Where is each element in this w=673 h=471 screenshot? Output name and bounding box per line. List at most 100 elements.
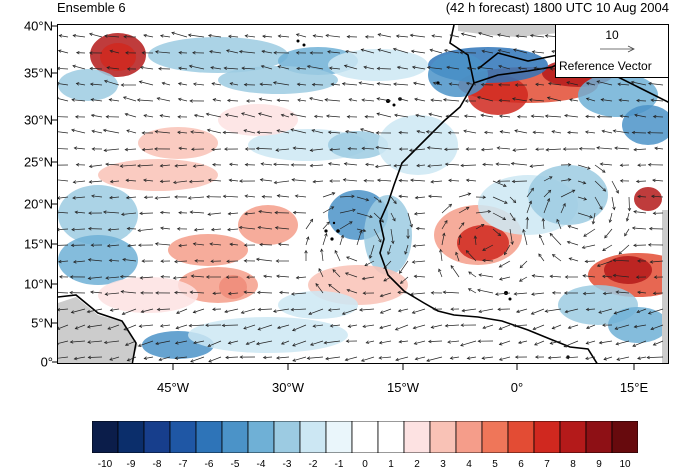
wind-vector-head: [276, 356, 280, 360]
wind-vector: [480, 114, 494, 118]
wind-vector-head: [448, 178, 452, 183]
wind-vector-head: [549, 232, 554, 237]
wind-vector-head: [261, 49, 266, 54]
anomaly-region: [58, 235, 138, 285]
wind-vector-head: [325, 33, 329, 38]
wind-vector-head: [567, 325, 572, 330]
wind-vector-head: [654, 146, 658, 151]
wind-vector-head: [329, 147, 333, 152]
wind-vector: [296, 276, 307, 279]
wind-vector: [260, 179, 273, 182]
wind-vector-head: [510, 241, 514, 246]
wind-vector-head: [190, 147, 195, 151]
colorbar-tick-label: 3: [440, 459, 446, 470]
wind-vector: [206, 113, 222, 118]
wind-vector-head: [244, 194, 249, 198]
map-panel: [57, 24, 669, 364]
colorbar-tick-label: -6: [204, 459, 214, 470]
wind-vector: [378, 33, 392, 38]
wind-vector-head: [601, 129, 605, 134]
wind-vector: [398, 132, 409, 134]
wind-vector-head: [327, 50, 331, 54]
wind-vector: [531, 115, 545, 118]
wind-vector: [362, 324, 375, 328]
wind-vector-head: [290, 163, 295, 167]
lat-tick-35n: 35°N: [23, 65, 53, 81]
wind-vector: [415, 356, 426, 360]
wind-vector: [122, 259, 137, 262]
wind-vector-head: [514, 355, 519, 359]
wind-vector-head: [174, 290, 178, 295]
wind-vector: [415, 114, 426, 118]
wind-vector: [318, 268, 324, 278]
reference-vector-value: 10: [605, 28, 619, 42]
wind-vector-head: [359, 308, 363, 312]
wind-vector-head: [326, 221, 330, 225]
colorbar-swatch: [92, 421, 119, 453]
wind-vector: [458, 193, 471, 198]
wind-vector: [377, 83, 392, 86]
wind-vector-head: [459, 50, 464, 55]
wind-vector-head: [138, 80, 143, 84]
wind-vector-head: [364, 35, 369, 39]
wind-vector-head: [256, 290, 261, 295]
wind-vector: [415, 196, 426, 199]
wind-vector-head: [109, 179, 114, 184]
wind-vector-head: [313, 114, 318, 119]
wind-vector: [58, 196, 69, 199]
wind-vector-head: [534, 355, 539, 359]
wind-vector: [594, 196, 603, 210]
wind-vector: [155, 243, 171, 246]
wind-vector-head: [238, 49, 243, 54]
wind-vector: [322, 233, 327, 246]
wind-vector-head: [477, 339, 482, 343]
wind-vector-head: [365, 197, 370, 202]
wind-vector-head: [502, 216, 507, 220]
wind-vector: [241, 308, 256, 314]
wind-vector-head: [309, 51, 313, 55]
wind-vector-head: [87, 355, 92, 360]
wind-vector-head: [498, 342, 503, 346]
wind-vector-head: [635, 179, 640, 184]
wind-vector: [378, 49, 392, 54]
wind-vector-head: [512, 217, 516, 222]
wind-vector: [123, 96, 137, 102]
wind-vector-head: [75, 82, 80, 86]
wind-vector-head: [295, 275, 300, 280]
lon-tick-45w: 45°W: [157, 380, 189, 395]
wind-vector-head: [227, 341, 232, 345]
wind-vector: [120, 164, 137, 167]
wind-vector-head: [334, 249, 338, 254]
missing-data-area: [662, 210, 668, 363]
wind-vector-head: [514, 129, 518, 133]
wind-vector: [89, 33, 103, 38]
wind-vector-head: [503, 183, 507, 187]
wind-vector: [344, 163, 358, 166]
lat-tick-15n: 15°N: [23, 236, 53, 252]
wind-vector-head: [649, 260, 654, 264]
wind-vector: [208, 35, 222, 38]
wind-vector: [297, 99, 307, 102]
wind-vector-head: [427, 194, 432, 198]
wind-vector-head: [154, 147, 158, 151]
wind-vector-head: [617, 82, 621, 86]
wind-vector: [373, 228, 382, 243]
wind-vector: [547, 97, 562, 102]
wind-vector: [193, 340, 205, 344]
wind-vector: [104, 35, 120, 38]
wind-vector: [603, 292, 613, 294]
wind-vector: [615, 324, 630, 330]
wind-vector: [458, 206, 470, 214]
wind-vector-head: [106, 66, 110, 70]
wind-vector: [513, 324, 528, 327]
wind-vector: [188, 196, 205, 199]
wind-vector-head: [109, 49, 114, 54]
wind-vector: [137, 99, 154, 102]
wind-vector: [109, 99, 120, 102]
wind-vector: [70, 340, 86, 343]
wind-vector: [543, 190, 551, 198]
wind-vector-head: [602, 247, 606, 251]
wind-vector-head: [497, 33, 501, 37]
wind-vector: [87, 324, 103, 328]
wind-vector-head: [447, 130, 452, 135]
